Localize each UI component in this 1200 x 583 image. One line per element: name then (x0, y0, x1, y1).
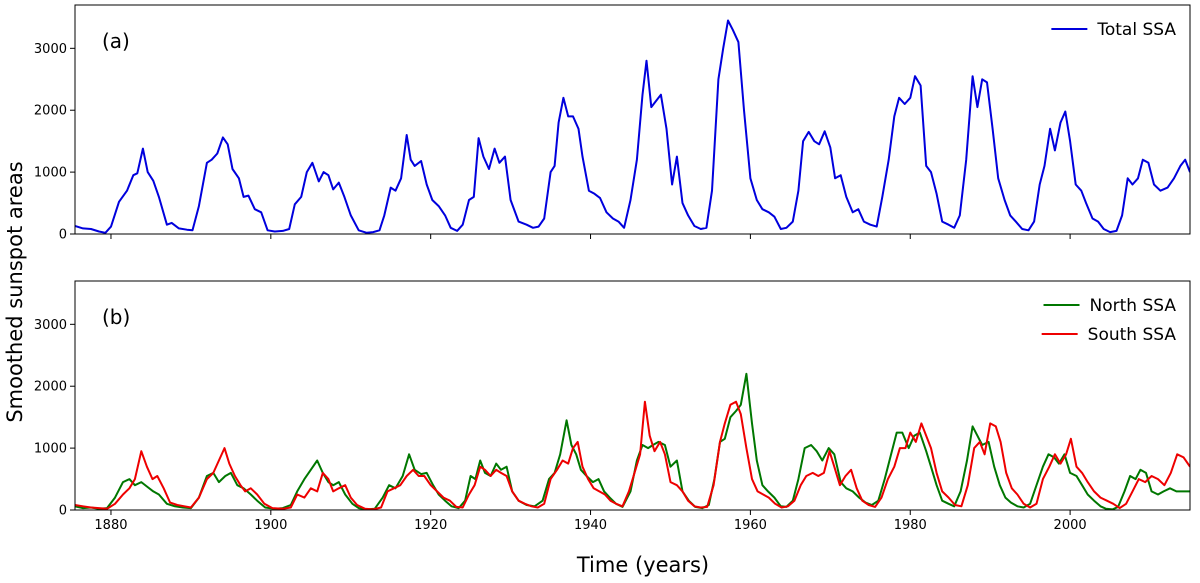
y-tick-label: 3000 (34, 42, 67, 57)
series-line-south-ssa (75, 400, 1190, 510)
y-tick-label: 1000 (34, 166, 67, 181)
y-tick-label: 2000 (34, 104, 67, 119)
x-tick-label: 1940 (574, 518, 607, 533)
x-tick-label: 1960 (734, 518, 767, 533)
y-tick-label: 2000 (34, 380, 67, 395)
panel-a: 0 1000 2000 3000 (a) Total SSA (34, 4, 1191, 243)
x-tick-label: 1920 (414, 518, 447, 533)
legend-label: North SSA (1090, 296, 1177, 316)
legend-label: Total SSA (1096, 20, 1176, 40)
x-tick-label: 1980 (894, 518, 927, 533)
y-axis-title: Smoothed sunspot areas (3, 161, 27, 422)
x-axis-title: Time (years) (576, 553, 709, 577)
x-tick-label: 1880 (94, 518, 127, 533)
plot-frame (74, 4, 1191, 235)
series-line-north-ssa (75, 372, 1190, 510)
y-tick-label: 1000 (34, 442, 67, 457)
series-line-total-ssa (75, 19, 1190, 234)
panel-b: 0 1000 2000 3000 1880 1900 1920 1940 1960 1980 200… (34, 280, 1191, 533)
y-tick-label: 3000 (34, 318, 67, 333)
y-tick-label: 0 (59, 228, 67, 243)
plot-frame (74, 280, 1191, 511)
panel-label: (b) (102, 305, 130, 329)
legend-label: South SSA (1088, 325, 1177, 345)
y-tick-label: 0 (59, 504, 67, 519)
panel-label: (a) (102, 29, 130, 53)
x-tick-label: 1900 (254, 518, 287, 533)
x-tick-label: 2000 (1054, 518, 1087, 533)
